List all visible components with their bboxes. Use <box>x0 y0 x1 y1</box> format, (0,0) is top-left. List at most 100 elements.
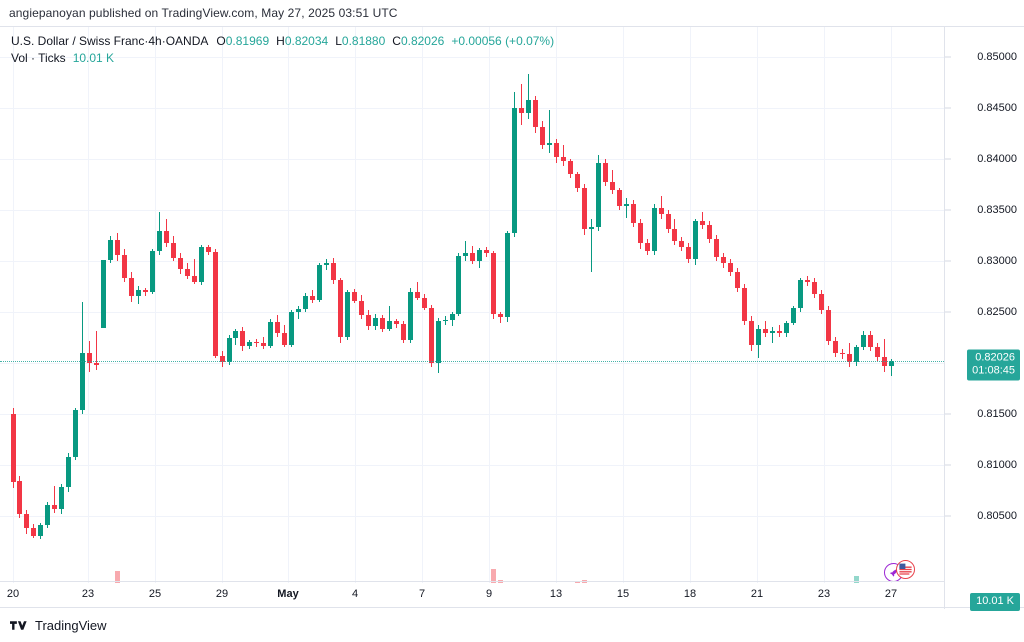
candle-body <box>108 239 114 261</box>
grid-line-vertical <box>155 27 156 583</box>
candle-body <box>135 289 141 297</box>
candle-body <box>149 251 155 292</box>
candle-body <box>484 250 490 254</box>
grid-line-vertical <box>489 27 490 583</box>
candle-body <box>351 292 357 302</box>
price-axis-tick-mark <box>945 107 951 109</box>
price-plot-area[interactable] <box>0 27 944 583</box>
time-axis-tick-label: 13 <box>549 588 563 600</box>
price-axis-tick-mark <box>945 413 951 415</box>
grid-line-horizontal <box>0 261 944 263</box>
candle-body <box>240 330 246 347</box>
candle-body <box>317 265 323 301</box>
candle-body <box>177 258 183 269</box>
candle-body <box>219 356 225 363</box>
grid-line-vertical <box>355 27 356 583</box>
grid-line-vertical <box>824 27 825 583</box>
candle-body <box>832 340 838 354</box>
candle-body <box>254 341 260 344</box>
candle-body <box>700 220 706 225</box>
candle-body <box>407 292 413 340</box>
candle-wick <box>465 241 467 262</box>
candle-body <box>491 253 497 315</box>
candle-wick <box>625 198 627 218</box>
time-axis-tick-label: 20 <box>6 588 20 600</box>
time-axis[interactable]: 20 23 25 29 May 4 7 9 13 15 18 21 23 27 <box>0 581 944 607</box>
candle-body <box>282 332 288 346</box>
candle-body <box>679 241 685 248</box>
candle-body <box>66 457 72 487</box>
volume-bar <box>491 569 497 583</box>
candle-body <box>721 257 727 264</box>
price-axis-tick-label: 0.80500 <box>977 510 1017 523</box>
candle-body <box>170 243 176 259</box>
time-axis-tick-label: 18 <box>683 588 697 600</box>
price-axis-tick-mark <box>945 311 951 313</box>
candle-wick <box>54 485 56 514</box>
candle-body <box>226 337 232 363</box>
attribution-text: angiepanoyan published on TradingView.co… <box>9 6 398 20</box>
grid-line-vertical <box>222 27 223 583</box>
candle-body <box>414 292 420 299</box>
grid-line-horizontal <box>0 516 944 518</box>
candle-body <box>205 247 211 253</box>
rocket-icon <box>889 568 897 577</box>
time-axis-tick-label: 27 <box>884 588 898 600</box>
current-price-line <box>0 360 944 362</box>
candle-body <box>73 410 79 458</box>
grid-line-vertical <box>690 27 691 583</box>
candle-body <box>581 187 587 229</box>
grid-line-horizontal <box>0 363 944 365</box>
candle-wick <box>890 359 892 376</box>
volume-badge: 10.01 K <box>970 593 1020 611</box>
candle-body <box>198 247 204 282</box>
price-axis-tick-mark <box>945 515 951 517</box>
candle-body <box>609 181 615 190</box>
time-axis-tick-label: 23 <box>817 588 831 600</box>
candle-body <box>602 163 608 182</box>
price-axis-tick-mark <box>945 260 951 262</box>
price-axis-tick-mark <box>945 56 951 58</box>
candle-body <box>191 275 197 282</box>
candle-body <box>533 100 539 127</box>
candle-body <box>379 317 385 329</box>
candle-body <box>804 279 810 282</box>
candle-wick <box>765 320 767 337</box>
candle-body <box>881 357 887 367</box>
candle-body <box>421 298 427 309</box>
candle-body <box>163 230 169 244</box>
time-axis-tick-label: 9 <box>485 588 493 600</box>
candle-body <box>749 320 755 346</box>
candle-body <box>547 143 553 146</box>
candle-body <box>554 143 560 158</box>
price-axis-tick-mark <box>945 158 951 160</box>
candle-body <box>867 334 873 348</box>
candle-body <box>233 330 239 338</box>
candle-body <box>261 343 267 347</box>
candle-body <box>526 100 532 114</box>
candle-wick <box>500 312 502 323</box>
us-economic-event-marker[interactable] <box>896 560 915 579</box>
candle-body <box>275 321 281 333</box>
price-axis-tick-label: 0.81500 <box>977 408 1017 421</box>
candle-wick <box>590 218 592 272</box>
tradingview-brand-text: TradingView <box>35 617 107 633</box>
grid-line-horizontal <box>0 108 944 110</box>
time-axis-tick-label: 4 <box>351 588 359 600</box>
price-axis-tick-label: 0.84000 <box>977 153 1017 166</box>
grid-line-horizontal <box>0 312 944 314</box>
candle-body <box>714 238 720 258</box>
time-axis-tick-label: 21 <box>750 588 764 600</box>
candle-body <box>10 414 16 482</box>
candle-wick <box>298 306 300 319</box>
time-axis-tick-label: 29 <box>215 588 229 600</box>
candle-body <box>17 480 23 515</box>
candle-body <box>121 255 127 278</box>
candle-body <box>512 108 518 233</box>
candle-body <box>658 208 664 215</box>
candle-body <box>296 309 302 313</box>
candle-wick <box>528 73 530 119</box>
candle-body <box>686 247 692 260</box>
price-axis[interactable]: 0.82026 01:08:45 10.01 K 0.85000 0.84500 0… <box>944 27 1024 611</box>
